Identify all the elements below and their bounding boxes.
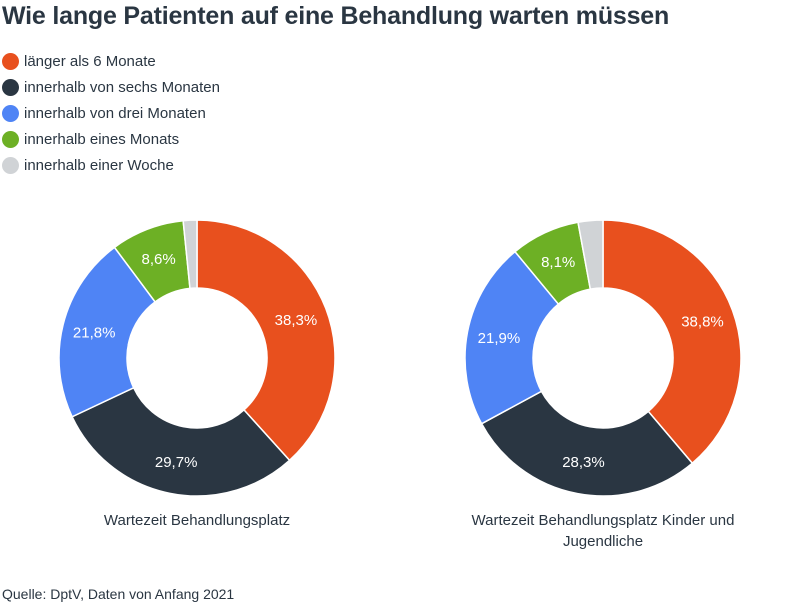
chart-caption-children: Wartezeit Behandlungsplatz Kinder und Ju… [471, 512, 735, 550]
slice-label: 8,1% [541, 254, 575, 271]
legend-item-one-month: innerhalb eines Monats [2, 126, 220, 152]
legend-label: innerhalb von drei Monaten [24, 104, 206, 122]
donut-slice [182, 219, 198, 290]
legend-item-six-months: innerhalb von sechs Monaten [2, 74, 220, 100]
slice-label: 28,3% [562, 454, 605, 471]
legend-label: länger als 6 Monate [24, 52, 156, 70]
donut-slice [577, 219, 604, 291]
legend-swatch [2, 156, 19, 174]
legend: länger als 6 Monate innerhalb von sechs … [2, 48, 220, 178]
slice-label: 8,6% [141, 251, 175, 268]
slice-label: 29,7% [155, 454, 198, 471]
slice-label: 21,8% [73, 324, 116, 341]
legend-swatch [2, 78, 19, 96]
legend-item-longer-6-months: länger als 6 Monate [2, 48, 220, 74]
slice-label: 38,3% [275, 312, 318, 329]
legend-item-three-months: innerhalb von drei Monaten [2, 100, 220, 126]
legend-swatch [2, 104, 19, 122]
legend-swatch [2, 130, 19, 148]
slice-label: 38,8% [681, 313, 724, 330]
chart-title: Wie lange Patienten auf eine Behandlung … [2, 2, 670, 30]
donut-slice [58, 246, 157, 418]
donut-chart-svg: 38,8% 28,3% 21,9% 8,1% [464, 219, 742, 497]
donut-slice [196, 219, 336, 462]
legend-swatch [2, 52, 19, 70]
legend-item-one-week: innerhalb einer Woche [2, 152, 220, 178]
donut-slice [602, 219, 742, 465]
donut-slice [71, 386, 291, 497]
donut-slice [464, 250, 560, 425]
donut-slice [480, 390, 694, 497]
donut-chart-children: 38,8% 28,3% 21,9% 8,1% [463, 218, 743, 498]
donut-chart-svg: 38,3% 29,7% 21,8% 8,6% [58, 219, 336, 497]
slice-label: 21,9% [478, 330, 521, 347]
legend-label: innerhalb von sechs Monaten [24, 78, 220, 96]
source-note: Quelle: DptV, Daten von Anfang 2021 [2, 586, 235, 602]
legend-label: innerhalb eines Monats [24, 130, 180, 148]
legend-label: innerhalb einer Woche [24, 156, 174, 174]
donut-chart-treatment: 38,3% 29,7% 21,8% 8,6% [57, 218, 337, 498]
chart-caption-treatment: Wartezeit Behandlungsplatz [103, 512, 291, 529]
